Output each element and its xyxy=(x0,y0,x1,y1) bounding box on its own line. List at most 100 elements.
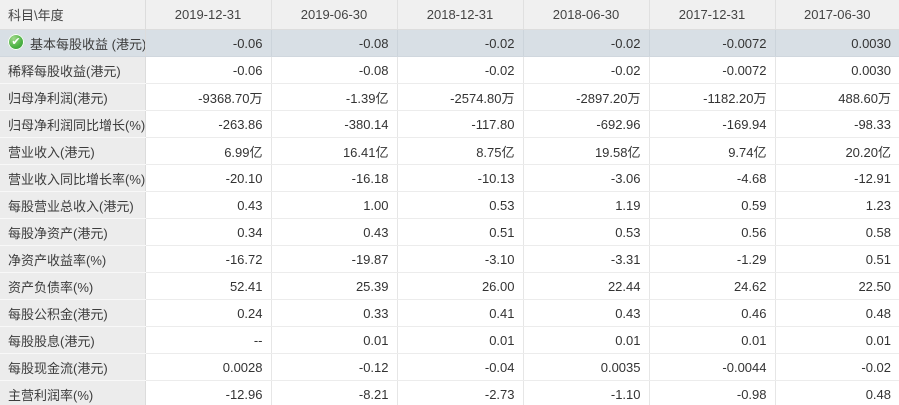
value-cell: 0.48 xyxy=(774,299,899,327)
value-cell: 0.51 xyxy=(396,218,523,246)
value-cell: 1.19 xyxy=(522,191,649,219)
table-row[interactable]: 净资产收益率(%) -16.72 -19.87 -3.10 -3.31 -1.29 0.51 xyxy=(0,245,899,273)
table-row[interactable]: 归母净利润(港元) -9368.70万 -1.39亿 -2574.80万 -2897.2… xyxy=(0,83,899,111)
row-label-cell: 资产负债率(%) xyxy=(0,272,146,300)
value-cell: 0.0035 xyxy=(522,353,649,381)
value-cell: 52.41 xyxy=(144,272,271,300)
row-label-cell: ✔ 基本每股收益 (港元) xyxy=(0,29,146,57)
value-cell: 0.53 xyxy=(396,191,523,219)
table-row[interactable]: 每股现金流(港元) 0.0028 -0.12 -0.04 0.0035 -0.0044 -0… xyxy=(0,353,899,381)
row-label: 营业收入(港元) xyxy=(8,144,95,160)
row-label: 每股现金流(港元) xyxy=(8,360,108,376)
value-cell: -0.02 xyxy=(522,29,649,57)
value-cell: -0.98 xyxy=(648,380,775,405)
value-cell: 0.41 xyxy=(396,299,523,327)
value-cell: -16.18 xyxy=(270,164,397,192)
table-row[interactable]: 每股公积金(港元) 0.24 0.33 0.41 0.43 0.46 0.48 xyxy=(0,299,899,327)
column-header-2018-12-31[interactable]: 2018-12-31 xyxy=(396,0,523,30)
value-cell: 0.0030 xyxy=(774,56,899,84)
row-label: 基本每股收益 (港元) xyxy=(30,36,145,52)
table-row[interactable]: 稀释每股收益(港元) -0.06 -0.08 -0.02 -0.02 -0.0072 0.0… xyxy=(0,56,899,84)
value-cell: 0.34 xyxy=(144,218,271,246)
value-cell: -0.0072 xyxy=(648,29,775,57)
row-label: 每股营业总收入(港元) xyxy=(8,198,134,214)
table-row[interactable]: 资产负债率(%) 52.41 25.39 26.00 22.44 24.62 22.50 xyxy=(0,272,899,300)
value-cell: 6.99亿 xyxy=(144,137,271,165)
value-cell: -3.31 xyxy=(522,245,649,273)
row-label-cell: 净资产收益率(%) xyxy=(0,245,146,273)
value-cell: -1182.20万 xyxy=(648,83,775,111)
value-cell: -20.10 xyxy=(144,164,271,192)
value-cell: 24.62 xyxy=(648,272,775,300)
value-cell: -169.94 xyxy=(648,110,775,138)
row-label: 净资产收益率(%) xyxy=(8,252,107,268)
value-cell: -0.06 xyxy=(144,29,271,57)
value-cell: 22.44 xyxy=(522,272,649,300)
value-cell: 0.0028 xyxy=(144,353,271,381)
row-label-cell: 主营利润率(%) xyxy=(0,380,146,405)
value-cell: -0.08 xyxy=(270,56,397,84)
row-label: 稀释每股收益(港元) xyxy=(8,63,121,79)
value-cell: 0.0030 xyxy=(774,29,899,57)
column-header-2018-06-30[interactable]: 2018-06-30 xyxy=(522,0,649,30)
value-cell: 26.00 xyxy=(396,272,523,300)
value-cell: -98.33 xyxy=(774,110,899,138)
value-cell: 0.01 xyxy=(270,326,397,354)
value-cell: -2.73 xyxy=(396,380,523,405)
row-label-cell: 营业收入(港元) xyxy=(0,137,146,165)
value-cell: 0.01 xyxy=(648,326,775,354)
value-cell: -16.72 xyxy=(144,245,271,273)
table-row[interactable]: 每股净资产(港元) 0.34 0.43 0.51 0.53 0.56 0.58 xyxy=(0,218,899,246)
row-label-cell: 每股股息(港元) xyxy=(0,326,146,354)
value-cell: 0.48 xyxy=(774,380,899,405)
header-row: 科目\年度 2019-12-31 2019-06-30 2018-12-31 2… xyxy=(0,0,899,30)
table-row[interactable]: 营业收入(港元) 6.99亿 16.41亿 8.75亿 19.58亿 9.74亿 20.20… xyxy=(0,137,899,165)
value-cell: -9368.70万 xyxy=(144,83,271,111)
corner-label: 科目\年度 xyxy=(0,0,146,30)
value-cell: 0.53 xyxy=(522,218,649,246)
value-cell: 0.01 xyxy=(396,326,523,354)
table-body: ✔ 基本每股收益 (港元) -0.06 -0.08 -0.02 -0.02 -0.0072 0… xyxy=(0,29,899,405)
value-cell: 0.43 xyxy=(522,299,649,327)
value-cell: 22.50 xyxy=(774,272,899,300)
check-icon: ✔ xyxy=(8,34,24,50)
value-cell: -0.08 xyxy=(270,29,397,57)
table-row[interactable]: 每股股息(港元) -- 0.01 0.01 0.01 0.01 0.01 xyxy=(0,326,899,354)
value-cell: -19.87 xyxy=(270,245,397,273)
value-cell: 0.56 xyxy=(648,218,775,246)
table-row[interactable]: 每股营业总收入(港元) 0.43 1.00 0.53 1.19 0.59 1.23 xyxy=(0,191,899,219)
value-cell: -8.21 xyxy=(270,380,397,405)
row-label-cell: 归母净利润(港元) xyxy=(0,83,146,111)
table-row[interactable]: 归母净利润同比增长(%) -263.86 -380.14 -117.80 -692.96… xyxy=(0,110,899,138)
value-cell: 0.46 xyxy=(648,299,775,327)
row-label-cell: 每股净资产(港元) xyxy=(0,218,146,246)
value-cell: 0.51 xyxy=(774,245,899,273)
value-cell: 488.60万 xyxy=(774,83,899,111)
value-cell: -0.02 xyxy=(774,353,899,381)
table-row[interactable]: ✔ 基本每股收益 (港元) -0.06 -0.08 -0.02 -0.02 -0.0072 0… xyxy=(0,29,899,57)
row-label: 每股公积金(港元) xyxy=(8,306,108,322)
value-cell: -1.29 xyxy=(648,245,775,273)
row-label: 资产负债率(%) xyxy=(8,279,94,295)
value-cell: -0.0072 xyxy=(648,56,775,84)
column-header-2017-12-31[interactable]: 2017-12-31 xyxy=(648,0,775,30)
value-cell: -0.12 xyxy=(270,353,397,381)
value-cell: 16.41亿 xyxy=(270,137,397,165)
value-cell: -0.0044 xyxy=(648,353,775,381)
value-cell: -0.02 xyxy=(522,56,649,84)
column-header-2019-12-31[interactable]: 2019-12-31 xyxy=(144,0,271,30)
table-row[interactable]: 营业收入同比增长率(%) -20.10 -16.18 -10.13 -3.06 -4.68… xyxy=(0,164,899,192)
column-header-2019-06-30[interactable]: 2019-06-30 xyxy=(270,0,397,30)
value-cell: 0.43 xyxy=(144,191,271,219)
column-header-2017-06-30[interactable]: 2017-06-30 xyxy=(774,0,899,30)
value-cell: -1.10 xyxy=(522,380,649,405)
value-cell: 8.75亿 xyxy=(396,137,523,165)
value-cell: -0.02 xyxy=(396,56,523,84)
value-cell: -0.06 xyxy=(144,56,271,84)
table-row[interactable]: 主营利润率(%) -12.96 -8.21 -2.73 -1.10 -0.98 0.48 xyxy=(0,380,899,405)
value-cell: -3.10 xyxy=(396,245,523,273)
row-label: 每股净资产(港元) xyxy=(8,225,108,241)
row-label-cell: 归母净利润同比增长(%) xyxy=(0,110,146,138)
value-cell: -692.96 xyxy=(522,110,649,138)
